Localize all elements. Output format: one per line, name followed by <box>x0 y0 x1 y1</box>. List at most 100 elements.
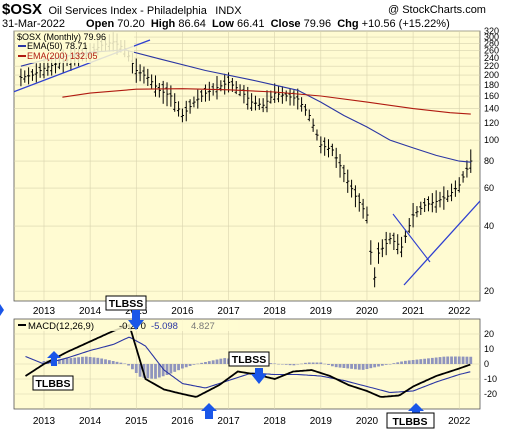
low-label: Low <box>211 18 234 30</box>
histogram-bar <box>300 363 303 365</box>
annotation-tlbss-mid: TLBSS <box>228 351 270 384</box>
x-label: 2019 <box>310 306 333 317</box>
price-tick-label: 300 <box>484 32 499 42</box>
price-tick-label: 140 <box>484 104 499 114</box>
histogram-bar <box>280 364 284 365</box>
macd-y-axis: -20 -10 0 10 20 <box>484 329 497 399</box>
histogram-bar <box>146 364 150 379</box>
histogram-bar <box>211 360 215 364</box>
x-label: 2013 <box>33 416 56 427</box>
histogram-bar <box>380 364 384 366</box>
price-tick-label: 60 <box>484 183 494 193</box>
high-value: 86.64 <box>178 18 206 30</box>
downtrend-line <box>392 213 431 263</box>
chart-header-line1: $OSX Oil Services Index - Philadelphia I… <box>2 1 242 19</box>
ema200-line <box>62 88 471 115</box>
histogram-bar <box>88 357 92 364</box>
x-label: 2018 <box>264 416 287 427</box>
hist-value: 4.827 <box>191 321 215 332</box>
histogram-bar <box>407 360 411 364</box>
x-label: 2014 <box>79 306 102 317</box>
chart-header-line2: 31-Mar-2022 Open 70.20 High 86.64 Low 66… <box>2 18 450 30</box>
high-label: High <box>150 18 176 30</box>
price-panel-bg <box>13 30 481 302</box>
x-label: 2013 <box>33 306 56 317</box>
copyright: @ StockCharts.com <box>388 4 486 16</box>
histogram-bar <box>292 364 296 366</box>
histogram-bar <box>311 362 315 364</box>
histogram-bar <box>134 364 138 373</box>
index-name: Oil Services Index - Philadelphia <box>48 5 207 17</box>
symbol: $OSX <box>2 1 43 18</box>
histogram-bar <box>453 356 457 364</box>
histogram-bar <box>346 364 350 369</box>
histogram-bar <box>169 364 173 374</box>
legend-price: $OSX (Monthly) 79.96 <box>17 32 106 42</box>
x-axis-labels-top: 2013201420152016201720182019202020212022 <box>33 306 471 317</box>
histogram-bar <box>388 364 392 365</box>
uptrend-line-right <box>403 200 480 286</box>
histogram-bar <box>177 364 180 371</box>
histogram-bar <box>415 359 419 364</box>
x-label: 2015 <box>125 416 148 427</box>
histogram-bar <box>204 362 207 364</box>
price-tick-label: 100 <box>484 135 499 145</box>
histogram-bar <box>96 357 100 364</box>
left-edge-arrow <box>0 304 4 316</box>
histogram-bar <box>161 364 165 377</box>
price-tick-label: 40 <box>484 221 494 231</box>
histogram-bar <box>42 361 46 364</box>
histogram-bar <box>215 359 219 364</box>
histogram-bar <box>154 364 157 379</box>
x-label: 2017 <box>217 416 240 427</box>
histogram-bar <box>327 364 330 365</box>
annotation-tlbss-top: TLBSS <box>105 295 147 330</box>
signal-value: -5.098 <box>151 321 178 332</box>
histogram-bar <box>196 363 200 365</box>
histogram-bar <box>404 360 407 364</box>
histogram-bar <box>65 358 69 364</box>
x-label: 2014 <box>79 416 102 427</box>
macd-tick-label: 0 <box>484 359 489 369</box>
histogram-bar <box>188 364 192 366</box>
exchange: INDX <box>215 5 242 17</box>
chg-value: +10.56 (+15.22%) <box>361 18 450 30</box>
price-grid <box>14 30 480 301</box>
x-label: 2020 <box>356 306 379 317</box>
histogram-bar <box>92 357 96 364</box>
x-label: 2016 <box>171 306 194 317</box>
histogram-bar <box>131 364 134 370</box>
histogram-bar <box>181 364 184 369</box>
histogram-bar <box>57 359 61 364</box>
histogram-bar <box>73 357 77 364</box>
histogram-bar <box>457 356 461 364</box>
histogram-bar <box>219 358 223 364</box>
price-tick-label: 160 <box>484 91 499 101</box>
x-label: 2022 <box>448 306 471 317</box>
histogram-bar <box>304 362 307 364</box>
histogram-bar <box>319 362 323 364</box>
histogram-bar <box>338 364 342 368</box>
histogram-bar <box>430 357 434 364</box>
histogram-bar <box>184 364 188 368</box>
price-tick-label: 20 <box>484 286 494 296</box>
histogram-bar <box>81 356 84 364</box>
histogram-bar <box>392 363 396 364</box>
macd-label: MACD(12,26,9) <box>28 321 94 332</box>
histogram-bar <box>296 364 300 365</box>
histogram-bar <box>115 361 119 364</box>
histogram-bar <box>173 364 177 372</box>
histogram-bar <box>273 363 277 364</box>
x-label: 2016 <box>171 416 194 427</box>
histogram-bar <box>373 364 377 368</box>
chg-label: Chg <box>337 18 359 30</box>
histogram-bar <box>119 362 123 364</box>
histogram-bar <box>69 358 73 364</box>
x-label: 2021 <box>402 306 425 317</box>
histogram-bar <box>84 356 88 364</box>
histogram-bar <box>342 364 346 368</box>
histogram-bar <box>396 362 400 364</box>
x-label: 2019 <box>310 416 333 427</box>
open-label: Open <box>86 18 115 30</box>
legend-ema50: EMA(50) 78.71 <box>27 41 88 51</box>
